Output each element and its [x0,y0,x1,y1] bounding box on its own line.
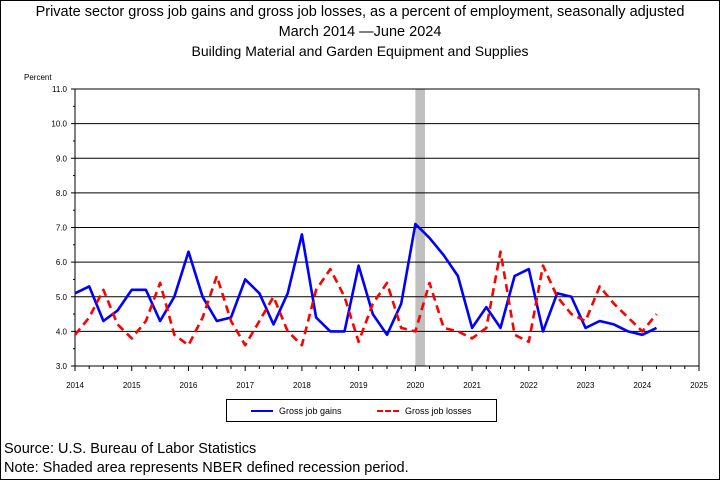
x-tick-label: 2018 [293,381,311,390]
series-line-losses [73,250,658,347]
x-tick-label: 2019 [350,381,368,390]
x-tick-label: 2014 [66,381,84,390]
y-tick-label: 6.0 [56,258,68,267]
x-tick-label: 2017 [236,381,254,390]
legend-label-losses: Gross job losses [405,405,472,416]
y-tick-label: 7.0 [56,224,68,233]
y-tick-label: 5.0 [56,293,68,302]
plot-area-border [74,88,700,367]
x-tick-label: 2024 [633,381,651,390]
series-line-gains [74,222,658,337]
x-tick-label: 2023 [577,381,595,390]
y-tick-label: 4.0 [56,327,68,336]
chart-title-block: Private sector gross job gains and gross… [0,3,720,62]
legend-swatch-gains [251,409,273,412]
legend-swatch-losses [377,409,399,412]
chart-date-range: March 2014 —June 2024 [278,23,442,40]
y-tick-label: 8.0 [56,189,68,198]
x-tick-label: 2015 [123,381,141,390]
x-tick-label: 2016 [180,381,198,390]
chart-industry: Building Material and Garden Equipment a… [191,43,529,59]
x-tick-label: 2025 [690,381,708,390]
legend-item-gains: Gross job gains [251,400,342,421]
y-tick-label: 10.0 [51,120,67,129]
y-tick-label: 3.0 [56,362,68,371]
recession-note: Note: Shaded area represents NBER define… [4,460,409,476]
legend-item-losses: Gross job losses [377,400,472,421]
legend-label-gains: Gross job gains [279,405,342,416]
x-tick-label: 2021 [463,381,481,390]
y-tick-label: 9.0 [56,154,68,163]
chart-title: Private sector gross job gains and gross… [35,4,685,20]
y-axis-label: Percent [24,73,52,82]
source-note: Source: U.S. Bureau of Labor Statistics [4,441,257,457]
legend: Gross job gains Gross job losses [226,399,497,422]
x-tick-label: 2022 [520,381,538,390]
y-tick-label: 11.0 [52,85,68,94]
x-tick-label: 2020 [406,381,424,390]
